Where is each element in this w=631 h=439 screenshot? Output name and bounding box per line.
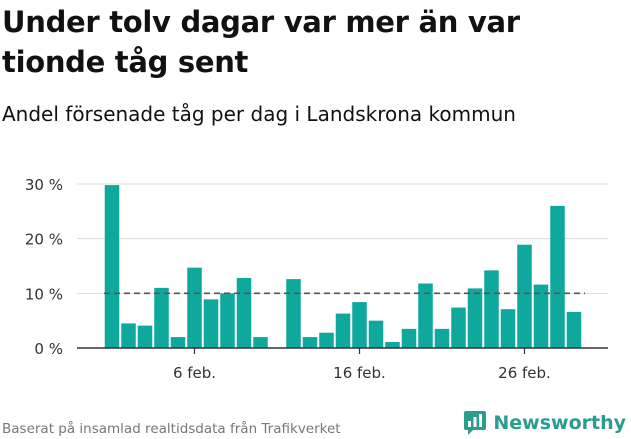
bar bbox=[385, 341, 400, 348]
bar bbox=[302, 337, 318, 348]
bar bbox=[401, 328, 417, 348]
bar bbox=[451, 307, 466, 348]
x-tick-label: 16 feb. bbox=[333, 364, 386, 382]
bar bbox=[187, 267, 202, 348]
logo-text: Newsworthy bbox=[493, 412, 626, 434]
bar bbox=[352, 302, 367, 348]
y-tick-label: 0 % bbox=[34, 340, 63, 358]
y-tick-label: 30 % bbox=[25, 176, 63, 194]
x-tick-label: 6 feb. bbox=[173, 364, 216, 382]
x-tick-label: 26 feb. bbox=[498, 364, 551, 382]
bar bbox=[484, 270, 499, 348]
bar bbox=[170, 337, 186, 348]
y-tick-label: 10 % bbox=[25, 285, 63, 303]
bar bbox=[500, 309, 516, 348]
bar-chart: 0 % 10 % 20 % 30 % 6 feb. 16 feb. 26 feb. bbox=[25, 176, 608, 382]
bar bbox=[335, 313, 351, 348]
bar bbox=[286, 279, 301, 348]
bar bbox=[104, 185, 120, 348]
chart-subtitle: Andel försenade tåg per dag i Landskrona… bbox=[2, 102, 516, 126]
newsworthy-chart-icon bbox=[464, 411, 487, 435]
bar bbox=[533, 284, 549, 348]
bar bbox=[137, 325, 153, 348]
bar bbox=[220, 293, 235, 348]
source-note: Baserat på insamlad realtidsdata från Tr… bbox=[2, 421, 341, 437]
bar bbox=[203, 299, 219, 348]
bar bbox=[517, 244, 532, 348]
bar bbox=[467, 288, 483, 348]
bar bbox=[319, 332, 334, 348]
bar bbox=[121, 323, 136, 348]
bar bbox=[154, 287, 169, 348]
newsworthy-logo[interactable]: Newsworthy bbox=[463, 408, 626, 438]
bar bbox=[550, 205, 565, 348]
y-tick-label: 20 % bbox=[25, 231, 63, 249]
bar bbox=[236, 278, 252, 348]
chart-title: Under tolv dagar var mer än var tionde t… bbox=[2, 5, 520, 79]
bar bbox=[418, 283, 433, 348]
bar bbox=[434, 328, 450, 348]
bar bbox=[566, 311, 582, 348]
bar bbox=[368, 320, 384, 348]
bar bbox=[253, 337, 268, 348]
